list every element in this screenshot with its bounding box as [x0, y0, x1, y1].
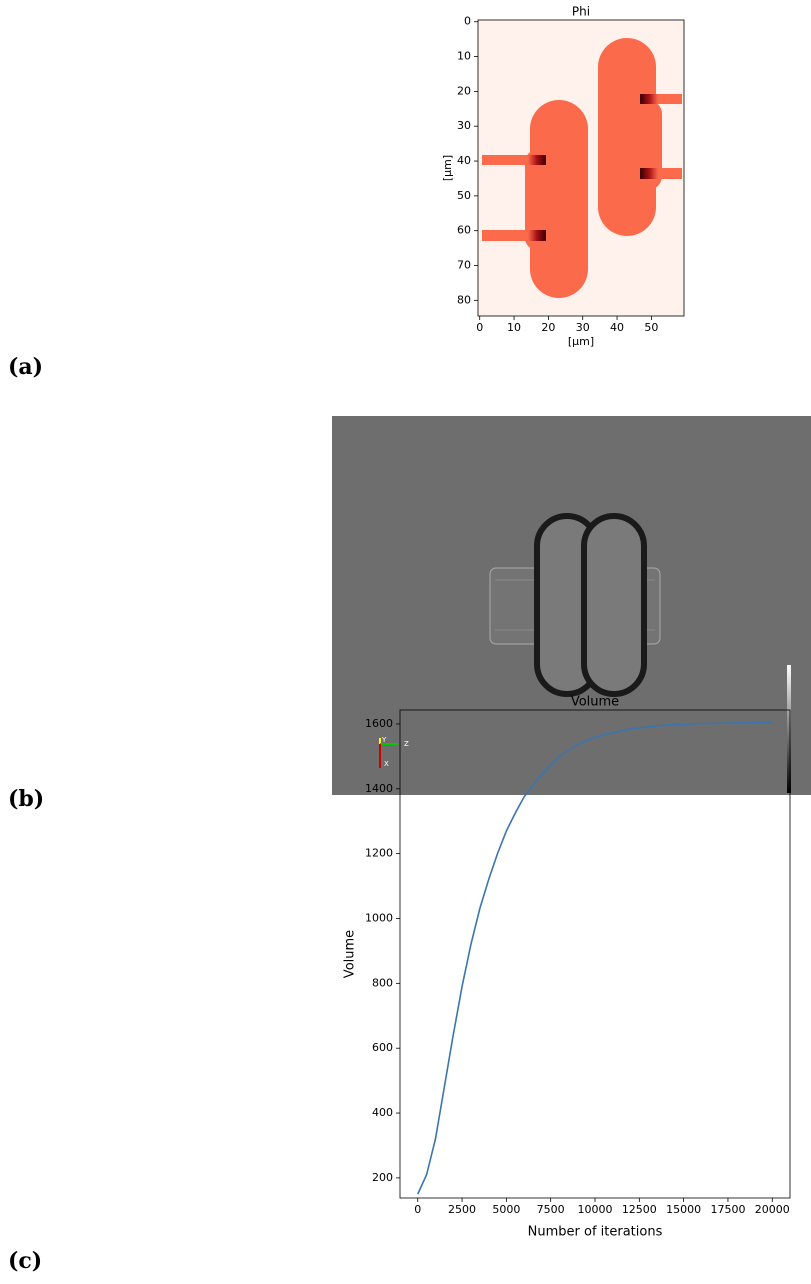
x-tick-label: 10 — [507, 321, 521, 334]
y-tick-label: 1200 — [365, 847, 393, 860]
x-tick-label: 0 — [414, 1203, 421, 1216]
y-tick-label: 1000 — [365, 911, 393, 924]
x-tick-label: 0 — [476, 321, 483, 334]
y-tick-label: 20 — [457, 84, 471, 97]
y-tick-label: 50 — [457, 189, 471, 202]
chart-title: Volume — [571, 695, 619, 710]
x-tick-label: 2500 — [448, 1203, 476, 1216]
y-tick-label: 1400 — [365, 782, 393, 795]
x-axis-label: Number of iterations — [528, 1225, 663, 1240]
y-tick-label: 400 — [372, 1106, 393, 1119]
x-tick-label: 50 — [644, 321, 658, 334]
x-tick-label: 7500 — [537, 1203, 565, 1216]
y-axis-label: Volume — [343, 930, 358, 978]
y-tick-label: 60 — [457, 224, 471, 237]
y-tick-label: 30 — [457, 119, 471, 132]
y-tick-label: 200 — [372, 1171, 393, 1184]
chart-title: Phi — [572, 5, 590, 19]
x-tick-label: 12500 — [622, 1203, 657, 1216]
panel-label: (c) — [8, 1248, 42, 1274]
x-tick-label: 30 — [576, 321, 590, 334]
y-tick-label: 0 — [464, 15, 471, 28]
phi-image — [478, 20, 684, 316]
x-tick-label: 20000 — [755, 1203, 790, 1216]
axis-triad-label: Z — [404, 740, 409, 748]
axis-triad-label: X — [384, 760, 389, 768]
x-tick-label: 15000 — [666, 1203, 701, 1216]
y-tick-label: 1600 — [365, 717, 393, 730]
x-tick-label: 17500 — [710, 1203, 745, 1216]
y-tick-label: 800 — [372, 976, 393, 989]
figure: (a) (b) (c) 0 10 20 30 40 50 0 10 20 30 40 50 60 70 80 Phi… — [0, 0, 811, 1284]
x-tick-label: 20 — [541, 321, 555, 334]
y-tick-label: 10 — [457, 50, 471, 63]
panel-label: (b) — [8, 786, 44, 812]
y-tick-label: 600 — [372, 1041, 393, 1054]
x-tick-label: 40 — [610, 321, 624, 334]
y-tick-label: 70 — [457, 259, 471, 272]
x-axis-label: [µm] — [568, 335, 594, 348]
render-view — [332, 416, 811, 795]
y-tick-label: 40 — [457, 154, 471, 167]
y-tick-label: 80 — [457, 293, 471, 306]
x-tick-label: 5000 — [492, 1203, 520, 1216]
panel-label: (a) — [8, 354, 43, 380]
y-axis-label: [µm] — [441, 155, 454, 181]
x-tick-label: 10000 — [578, 1203, 613, 1216]
axis-triad-label: Y — [381, 736, 387, 744]
